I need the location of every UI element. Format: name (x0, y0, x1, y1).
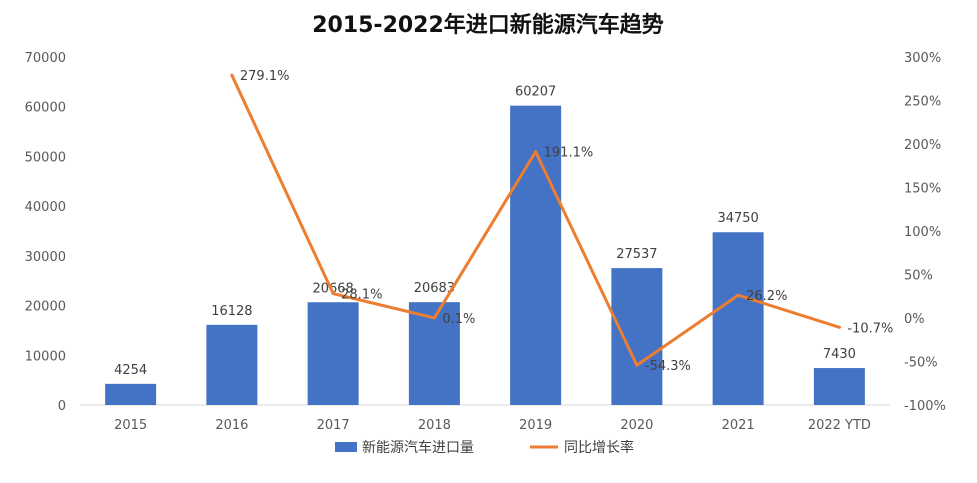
x-axis-tick: 2022 YTD (808, 418, 871, 433)
x-axis-tick: 2015 (114, 418, 147, 433)
bar-value-label: 20668 (312, 281, 353, 296)
left-axis-tick: 70000 (25, 51, 66, 66)
line-point (230, 73, 234, 77)
bar (206, 324, 258, 405)
bar (611, 268, 663, 405)
bar-data-labels: 4254 16128 20668 20683 60207 27537 34750 7430 (114, 85, 856, 378)
bar-value-label: 4254 (114, 363, 147, 378)
line-series (230, 73, 841, 367)
bar-value-label: 34750 (717, 211, 758, 226)
x-axis-tick: 2017 (317, 418, 350, 433)
x-axis-tick: 2020 (620, 418, 653, 433)
line-point (837, 325, 841, 329)
legend-line-label: 同比增长率 (564, 439, 634, 456)
line-value-label: 26.2% (746, 289, 787, 304)
left-axis-tick: 40000 (25, 200, 66, 215)
x-axis-ticks: 2015 2016 2017 2018 2019 2020 2021 2022 YTD (114, 418, 871, 433)
line-point (635, 363, 639, 367)
x-axis-tick: 2019 (519, 418, 552, 433)
legend: 新能源汽车进口量 同比增长率 (335, 439, 634, 456)
right-axis-tick: 100% (904, 225, 941, 240)
bar-series (105, 105, 865, 405)
x-axis-tick: 2016 (215, 418, 248, 433)
line-point (736, 293, 740, 297)
bar (712, 232, 764, 405)
right-axis-tick: 50% (904, 269, 933, 284)
right-axis-tick: 150% (904, 182, 941, 197)
right-axis-tick: 0% (904, 312, 925, 327)
line-point (432, 316, 436, 320)
bar (307, 302, 359, 405)
legend-bar-label: 新能源汽车进口量 (362, 439, 474, 456)
line-value-label: 0.1% (442, 312, 475, 327)
line-point (534, 150, 538, 154)
left-axis-tick: 20000 (25, 300, 66, 315)
bar (813, 368, 865, 405)
line-value-label: -10.7% (847, 321, 893, 336)
right-axis: -100% -50% 0% 50% 100% 150% 200% 250% 300% (904, 51, 946, 414)
bar-value-label: 7430 (823, 347, 856, 362)
bar (105, 383, 157, 405)
right-axis-tick: 300% (904, 51, 941, 66)
bar-value-label: 16128 (211, 304, 252, 319)
bar (510, 105, 562, 405)
legend-bar-swatch (335, 442, 357, 452)
line-point (331, 292, 335, 296)
line-value-label: 28.1% (341, 288, 382, 303)
line-value-label: 279.1% (240, 69, 290, 84)
line-data-labels: 279.1% 28.1% 0.1% 191.1% -54.3% 26.2% -10.7% (240, 69, 894, 374)
x-axis-tick: 2021 (722, 418, 755, 433)
bar-value-label: 60207 (515, 85, 556, 100)
chart-title: 2015-2022年进口新能源汽车趋势 (312, 12, 664, 38)
right-axis-tick: 200% (904, 138, 941, 153)
left-axis-tick: 30000 (25, 250, 66, 265)
left-axis-tick: 50000 (25, 150, 66, 165)
left-axis-tick: 0 (58, 399, 66, 414)
left-axis: 0 10000 20000 30000 40000 50000 60000 70000 (25, 51, 66, 414)
right-axis-tick: 250% (904, 95, 941, 110)
left-axis-tick: 60000 (25, 101, 66, 116)
right-axis-tick: -50% (904, 356, 938, 371)
bar-value-label: 20683 (414, 281, 455, 296)
left-axis-tick: 10000 (25, 349, 66, 364)
right-axis-tick: -100% (904, 399, 946, 414)
bar-value-label: 27537 (616, 247, 657, 262)
line-value-label: 191.1% (544, 146, 594, 161)
line-value-label: -54.3% (645, 359, 691, 374)
x-axis-tick: 2018 (418, 418, 451, 433)
